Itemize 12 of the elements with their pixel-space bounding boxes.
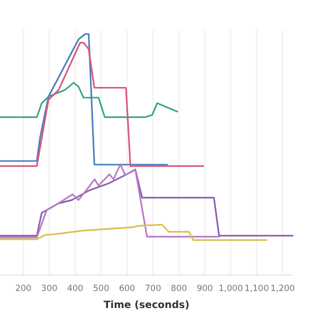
x-tick-label: 500 [93, 284, 110, 294]
x-tick-label: 800 [170, 284, 188, 294]
x-tick-label: 600 [118, 284, 136, 294]
x-tick-label: 400 [67, 284, 84, 294]
x-tick-label: 1,100 [244, 284, 269, 294]
x-tick-label: 1,200 [270, 284, 295, 294]
x-tick-label: 300 [41, 284, 58, 294]
x-axis-title: Time (seconds) [104, 300, 190, 311]
x-tick-label: 700 [144, 284, 162, 294]
x-tick-label: 900 [196, 284, 213, 294]
x-tick-label: 1,000 [218, 284, 243, 294]
x-tick-label: 200 [15, 284, 32, 294]
